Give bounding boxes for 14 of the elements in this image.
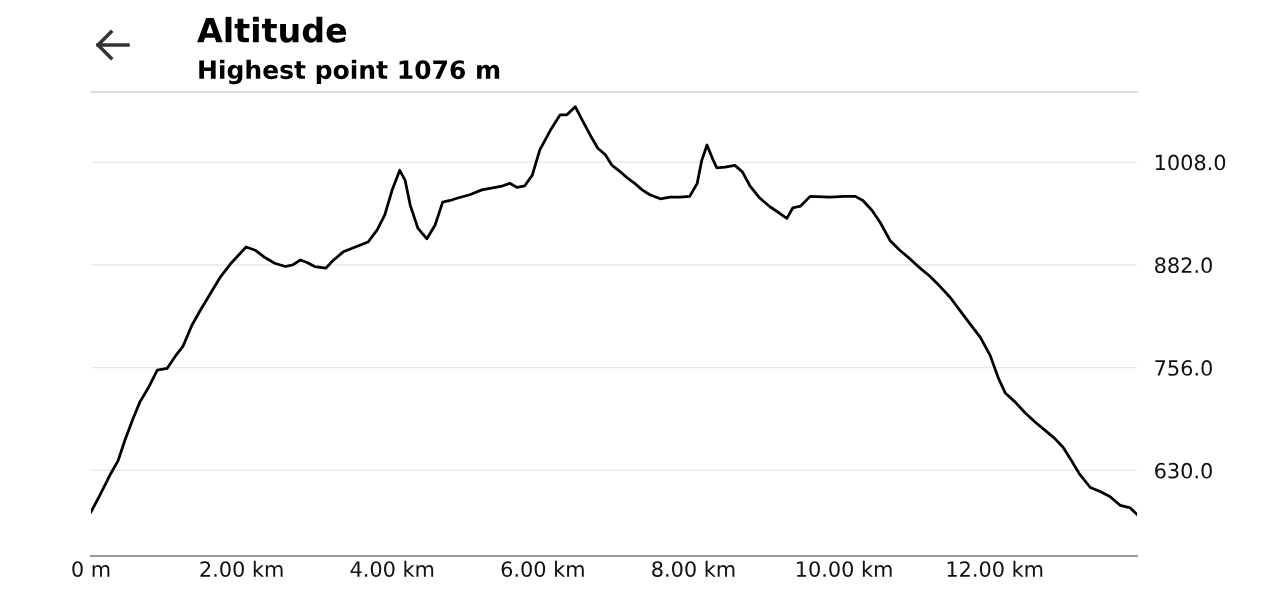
line-series <box>91 105 1137 516</box>
y-tick-label: 882.0 <box>1155 257 1212 274</box>
x-tick-label: 4.00 km <box>350 560 434 577</box>
x-tick-label: 8.00 km <box>652 560 735 577</box>
x-tick-label: 2.00 km <box>200 560 283 577</box>
x-tick-label: 0 m <box>72 561 110 577</box>
y-tick-label: 1008.0 <box>1155 154 1226 171</box>
x-tick-label: 6.00 km <box>501 560 584 577</box>
chart-subtitle: Highest point 1076 m <box>199 59 500 85</box>
chart-title: Altitude <box>197 16 347 43</box>
y-tick-label: 756.0 <box>1155 360 1212 376</box>
y-tick-label: 630.0 <box>1155 462 1212 479</box>
x-tick-label: 10.00 km <box>797 560 892 577</box>
x-tick-label: 12.00 km <box>947 560 1043 577</box>
